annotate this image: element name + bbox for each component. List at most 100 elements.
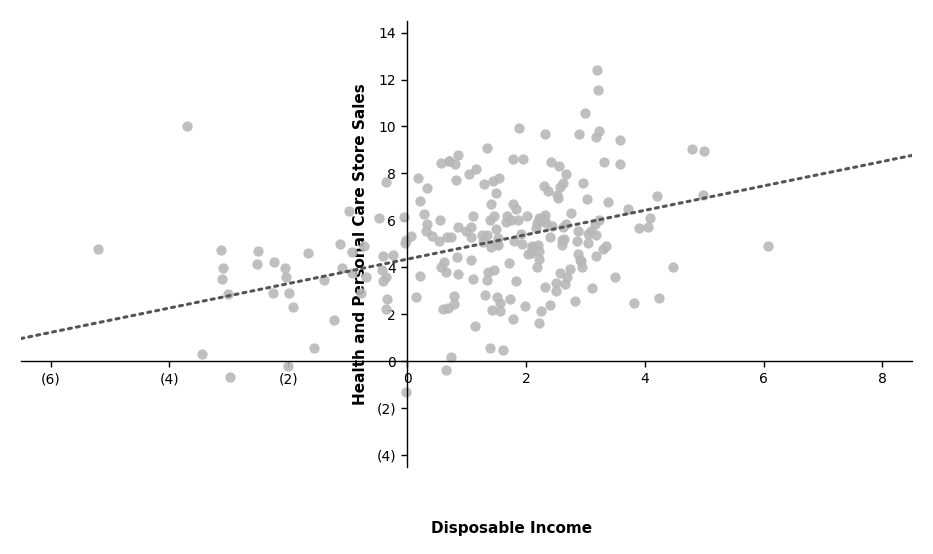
Point <box>483 243 498 252</box>
Point <box>483 215 498 224</box>
Point <box>571 130 586 138</box>
Point <box>458 227 473 236</box>
Point <box>536 182 551 191</box>
Point <box>477 179 492 188</box>
Point <box>425 232 439 241</box>
Point <box>223 372 238 381</box>
Point <box>434 263 449 272</box>
Point <box>643 213 658 222</box>
Point <box>378 273 393 282</box>
Point <box>584 283 599 292</box>
Point <box>335 263 350 272</box>
Point <box>506 155 521 164</box>
Point <box>249 259 264 268</box>
Point <box>559 219 574 228</box>
Point <box>412 197 427 206</box>
Point <box>216 263 230 272</box>
Point <box>652 294 667 302</box>
Point <box>439 233 454 242</box>
Point <box>463 233 478 242</box>
Point <box>600 197 615 206</box>
Point <box>532 319 547 327</box>
Point <box>501 258 516 267</box>
Point <box>371 214 386 223</box>
Point <box>556 235 571 244</box>
Point <box>550 193 565 202</box>
Point <box>503 216 518 225</box>
Point <box>489 239 504 248</box>
Point <box>450 223 465 232</box>
Point <box>563 265 578 274</box>
Point <box>344 247 359 256</box>
Point <box>514 240 529 249</box>
Point <box>493 306 508 315</box>
Point <box>534 306 549 315</box>
Point <box>695 190 710 199</box>
Point <box>442 157 457 166</box>
Point <box>529 263 544 271</box>
X-axis label: Disposable Income: Disposable Income <box>430 521 592 536</box>
Point <box>420 219 435 228</box>
Point <box>533 216 548 224</box>
Point <box>545 222 560 230</box>
Point <box>557 280 572 289</box>
Point <box>378 178 393 187</box>
Point <box>375 252 390 260</box>
Y-axis label: Health and Personal Care Store Sales: Health and Personal Care Store Sales <box>353 83 368 405</box>
Point <box>451 150 466 159</box>
Point <box>354 288 369 297</box>
Point <box>542 233 557 242</box>
Point <box>409 293 424 301</box>
Point <box>697 146 712 155</box>
Point <box>573 255 588 264</box>
Point <box>583 226 598 235</box>
Point <box>590 65 605 74</box>
Point <box>398 388 413 397</box>
Point <box>506 199 521 208</box>
Point <box>549 287 564 296</box>
Point <box>466 211 480 220</box>
Point <box>554 240 569 249</box>
Point <box>341 206 356 215</box>
Point <box>544 158 559 167</box>
Point <box>580 229 595 238</box>
Point <box>446 300 461 309</box>
Point <box>612 159 627 168</box>
Point <box>530 240 545 249</box>
Point <box>574 256 589 265</box>
Point <box>591 85 606 94</box>
Point <box>559 170 574 178</box>
Point <box>397 213 411 222</box>
Point <box>180 122 195 131</box>
Point <box>551 162 566 171</box>
Point <box>285 303 300 312</box>
Point <box>536 215 551 224</box>
Point <box>542 301 557 310</box>
Point <box>436 257 451 266</box>
Point <box>500 212 515 220</box>
Point <box>532 254 547 263</box>
Point <box>251 247 266 256</box>
Point <box>556 223 571 232</box>
Point <box>375 276 390 285</box>
Point <box>488 224 503 233</box>
Point <box>532 214 547 223</box>
Point <box>300 248 315 257</box>
Point <box>489 188 504 197</box>
Point <box>570 237 585 245</box>
Point <box>532 247 547 256</box>
Point <box>487 212 502 221</box>
Point <box>432 237 447 245</box>
Point <box>484 199 499 208</box>
Point <box>592 216 606 224</box>
Point <box>281 361 296 370</box>
Point <box>467 322 482 331</box>
Point <box>214 245 229 254</box>
Point <box>537 283 552 291</box>
Point <box>432 215 447 224</box>
Point <box>316 276 331 285</box>
Point <box>480 276 494 285</box>
Point <box>420 183 435 192</box>
Point <box>508 277 523 286</box>
Point <box>492 173 507 182</box>
